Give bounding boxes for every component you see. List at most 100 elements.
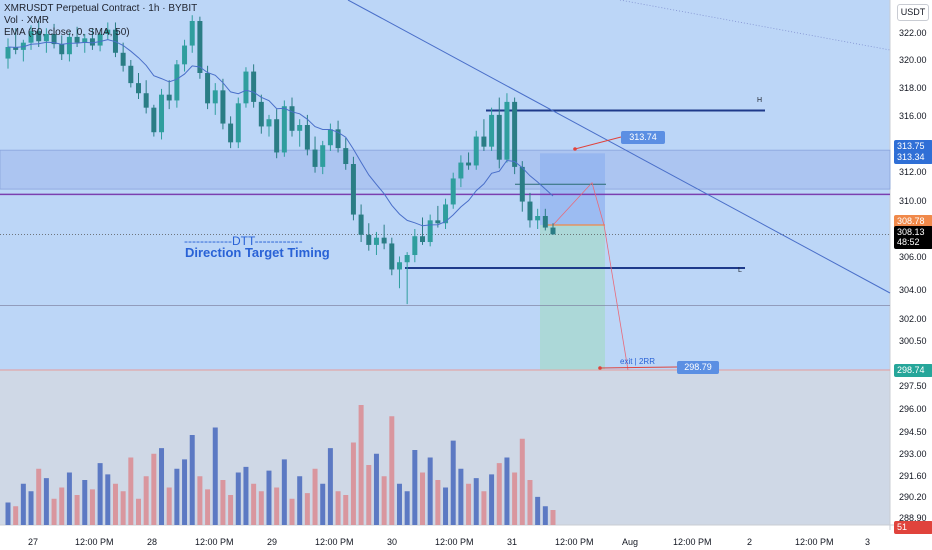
volume-bar xyxy=(112,483,118,525)
volume-bar xyxy=(473,478,479,525)
upper-trendline xyxy=(619,0,891,51)
volume-bar xyxy=(304,493,310,525)
price-tick-label: 318.00 xyxy=(899,83,927,93)
volume-bar xyxy=(466,483,472,525)
volume-bar xyxy=(135,498,141,525)
price-tick-label: 306.00 xyxy=(899,252,927,262)
candle-body xyxy=(220,90,226,124)
time-tick-label: 12:00 PM xyxy=(195,537,234,547)
candle-body xyxy=(396,262,402,270)
exit-price-callout[interactable]: 298.79 xyxy=(677,361,719,374)
volume-bar xyxy=(320,483,326,525)
candle-body xyxy=(5,47,11,59)
volume-bar xyxy=(412,450,418,525)
volume-bar xyxy=(251,483,257,525)
currency-button[interactable]: USDT xyxy=(897,4,929,21)
volume-bar xyxy=(381,476,387,525)
volume-bar xyxy=(450,440,456,525)
price-tick-label: 316.00 xyxy=(899,111,927,121)
time-tick-label: 12:00 PM xyxy=(555,537,594,547)
time-tick-label: 27 xyxy=(28,537,39,547)
time-tick-label: 31 xyxy=(507,537,518,547)
volume-bar xyxy=(182,459,188,525)
candle-body xyxy=(481,136,487,147)
descending-trendline xyxy=(347,0,891,294)
volume-bar xyxy=(420,472,426,525)
volume-bar xyxy=(143,476,149,525)
price-tick-label: 304.00 xyxy=(899,285,927,295)
candle-body xyxy=(412,236,418,256)
projection-path xyxy=(552,181,629,371)
candle-body xyxy=(535,216,541,221)
volume-bar xyxy=(281,459,287,525)
volume-bar xyxy=(443,487,449,525)
volume-bar xyxy=(97,463,103,525)
candle-body xyxy=(59,44,65,55)
candle-body xyxy=(458,162,464,179)
target-callout-point xyxy=(573,147,577,151)
candle-body xyxy=(343,148,349,165)
candle-body xyxy=(542,216,548,228)
candle-body xyxy=(550,227,556,235)
price-tick-label: 312.00 xyxy=(899,167,927,177)
volume-bar xyxy=(120,491,126,525)
volume-bar xyxy=(396,483,402,525)
volume-bar xyxy=(105,474,111,525)
time-tick-label: 29 xyxy=(267,537,278,547)
volume-bar xyxy=(512,472,518,525)
volume-bar xyxy=(343,495,349,525)
candle-body xyxy=(97,34,103,46)
candle-body xyxy=(251,71,257,102)
candle-body xyxy=(243,71,249,104)
volume-bar xyxy=(289,498,295,525)
bar-countdown: 48:52 xyxy=(894,236,932,249)
volume-bar xyxy=(496,463,502,525)
low-label: L xyxy=(738,267,742,274)
candle-body xyxy=(82,38,88,43)
candle-body xyxy=(128,65,134,84)
zone-bottom-tag: 313.34 xyxy=(894,151,932,164)
candle-body xyxy=(312,149,318,167)
volume-bar xyxy=(174,468,180,525)
candle-body xyxy=(228,123,234,143)
candle-body xyxy=(297,125,303,131)
target-price-tag: 298.74 xyxy=(894,364,932,377)
candle-body xyxy=(327,129,333,146)
candle-body xyxy=(66,36,72,55)
volume-bar xyxy=(89,489,95,525)
target-price-callout[interactable]: 313.74 xyxy=(621,131,665,144)
time-scale-background xyxy=(0,525,932,550)
volume-bar xyxy=(527,480,533,525)
candle-body xyxy=(519,166,525,202)
time-tick-label: 30 xyxy=(387,537,398,547)
volume-bar xyxy=(13,506,19,525)
time-tick-label: Aug xyxy=(622,537,639,547)
candle-body xyxy=(120,52,126,66)
candle-body xyxy=(105,29,111,34)
volume-bar xyxy=(159,448,165,525)
candle-body xyxy=(304,125,310,150)
price-tick-label: 322.00 xyxy=(899,28,927,38)
price-tick-label: 310.00 xyxy=(899,196,927,206)
price-tick-label: 290.20 xyxy=(899,492,927,502)
candle-body xyxy=(366,234,372,245)
candle-body xyxy=(143,93,149,108)
volume-bar xyxy=(519,438,525,525)
volume-legend[interactable]: Vol · XMR xyxy=(4,15,50,26)
volume-bar xyxy=(350,442,356,525)
volume-bar xyxy=(550,510,556,525)
candle-body xyxy=(281,106,287,153)
ema-legend[interactable]: EMA (50, close, 0, SMA, 50) xyxy=(4,27,130,38)
time-tick-label: 12:00 PM xyxy=(795,537,834,547)
exit-label: exit | 2RR xyxy=(620,357,655,366)
symbol-legend[interactable]: XMRUSDT Perpetual Contract · 1h · BYBIT xyxy=(4,3,198,14)
supply-zone xyxy=(0,149,891,190)
volume-bar xyxy=(51,498,57,525)
candle-body xyxy=(13,47,19,50)
volume-bar xyxy=(59,487,65,525)
volume-bar xyxy=(504,457,510,525)
price-tick-label: 300.50 xyxy=(899,336,927,346)
candle-body xyxy=(358,214,364,235)
